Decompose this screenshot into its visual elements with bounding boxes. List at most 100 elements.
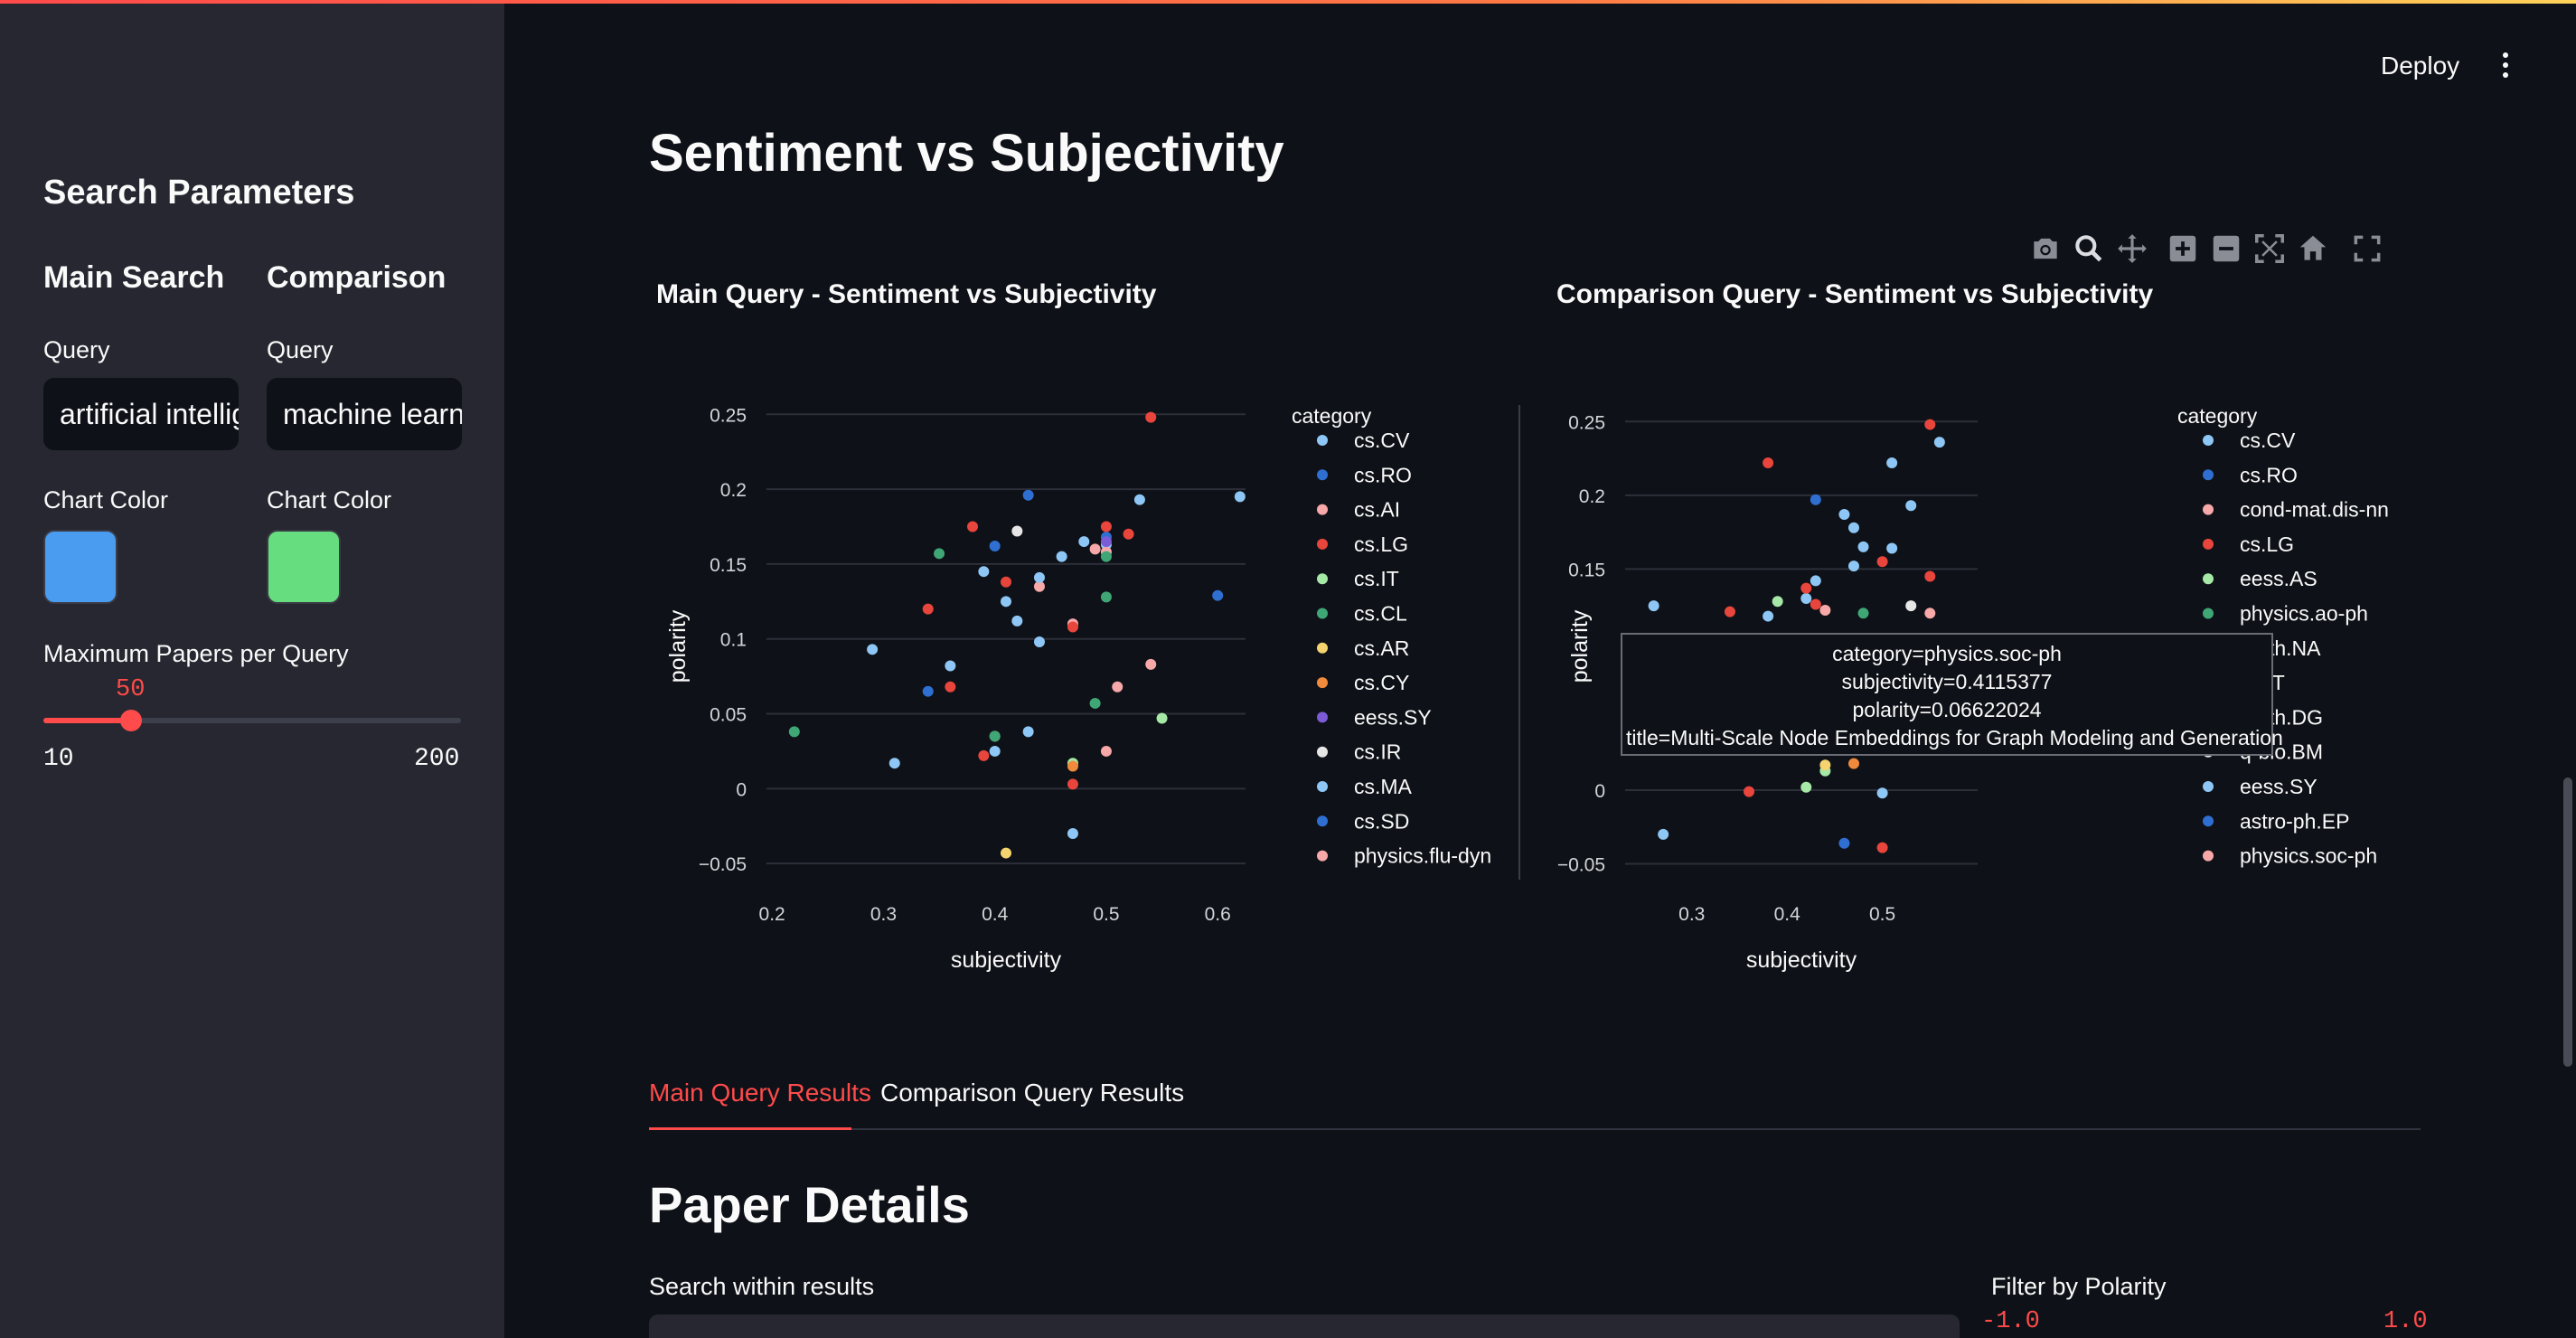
data-point bbox=[1123, 528, 1134, 540]
legend-marker bbox=[2203, 469, 2214, 481]
legend-label: eess.AS bbox=[2240, 567, 2317, 590]
reset-axes-icon[interactable] bbox=[2296, 231, 2330, 266]
legend-marker bbox=[2203, 850, 2214, 862]
data-point bbox=[1810, 598, 1821, 610]
scrollbar[interactable] bbox=[2563, 777, 2572, 1067]
legend-label: cs.CY bbox=[1354, 671, 1409, 694]
data-point bbox=[1022, 489, 1034, 501]
data-point bbox=[922, 603, 934, 615]
legend-marker bbox=[2203, 608, 2214, 619]
data-point bbox=[978, 566, 990, 578]
x-tick-label: 0.4 bbox=[982, 904, 1009, 925]
data-point bbox=[1033, 636, 1045, 648]
data-point bbox=[1100, 551, 1112, 562]
data-point bbox=[1876, 556, 1888, 568]
deploy-button[interactable]: Deploy bbox=[2381, 52, 2460, 80]
slider-fill bbox=[43, 718, 132, 723]
main-query-input[interactable]: artificial intelligence bbox=[43, 378, 239, 450]
comparison-color-picker[interactable] bbox=[267, 530, 341, 604]
data-point bbox=[1100, 745, 1112, 757]
data-point bbox=[1857, 541, 1869, 552]
y-tick-label: 0.2 bbox=[720, 480, 747, 501]
kebab-menu-icon[interactable] bbox=[2502, 52, 2509, 78]
polarity-min-value: -1.0 bbox=[1981, 1308, 2040, 1335]
legend-marker bbox=[1317, 608, 1328, 619]
filter-polarity-label: Filter by Polarity bbox=[1991, 1273, 2167, 1300]
data-point bbox=[945, 681, 956, 693]
legend-marker bbox=[1317, 469, 1328, 481]
data-point bbox=[1810, 575, 1821, 587]
y-axis-label: polarity bbox=[665, 609, 691, 683]
legend-marker bbox=[1317, 573, 1328, 585]
slider-track[interactable] bbox=[43, 710, 461, 731]
legend-marker bbox=[2203, 573, 2214, 585]
y-tick-label: 0 bbox=[736, 779, 747, 800]
data-point bbox=[1022, 726, 1034, 738]
data-point bbox=[989, 745, 1001, 757]
tooltip-line: polarity=0.06622024 bbox=[1852, 698, 2042, 721]
x-tick-label: 0.5 bbox=[1093, 904, 1119, 925]
data-point bbox=[1763, 457, 1774, 468]
top-progress-bar bbox=[0, 0, 2576, 4]
fullscreen-icon[interactable] bbox=[2350, 231, 2384, 266]
legend-label: physics.ao-ph bbox=[2240, 602, 2368, 626]
legend-title: category bbox=[1292, 404, 1372, 428]
autoscale-icon[interactable] bbox=[2252, 231, 2287, 266]
main-query-label: Query bbox=[43, 336, 110, 363]
slider-min: 10 bbox=[43, 745, 74, 773]
tooltip-line: subjectivity=0.4115377 bbox=[1841, 670, 2053, 693]
data-point bbox=[1924, 608, 1936, 619]
data-point bbox=[989, 730, 1001, 742]
comparison-query-input[interactable]: machine learning bbox=[267, 378, 462, 450]
data-point bbox=[1876, 787, 1888, 799]
data-point bbox=[934, 548, 945, 560]
zoom-out-icon[interactable] bbox=[2209, 231, 2243, 266]
data-point bbox=[1001, 576, 1011, 588]
pan-icon[interactable] bbox=[2115, 231, 2149, 266]
slider-thumb[interactable] bbox=[120, 710, 143, 731]
zoom-in-icon[interactable] bbox=[2166, 231, 2200, 266]
data-point bbox=[1876, 842, 1888, 853]
charts-area[interactable]: Main Query - Sentiment vs Subjectivity 0.… bbox=[504, 262, 2576, 985]
legend-label: cs.LG bbox=[2240, 532, 2294, 556]
camera-icon[interactable] bbox=[2028, 231, 2063, 266]
x-axis-label: subjectivity bbox=[1746, 947, 1857, 973]
legend-title: category bbox=[2177, 404, 2258, 428]
data-point bbox=[1100, 521, 1112, 532]
data-point bbox=[1847, 522, 1859, 533]
legend-label: cs.IR bbox=[1354, 740, 1401, 764]
tab-comparison-query-results[interactable]: Comparison Query Results bbox=[880, 1079, 1185, 1107]
y-tick-label: −0.05 bbox=[1557, 855, 1605, 876]
data-point bbox=[1838, 509, 1850, 521]
legend-marker bbox=[2203, 435, 2214, 446]
legend-marker bbox=[1317, 538, 1328, 550]
legend-label: cs.AR bbox=[1354, 636, 1409, 660]
data-point bbox=[1100, 536, 1112, 548]
x-tick-label: 0.2 bbox=[759, 904, 785, 925]
legend-marker bbox=[2203, 504, 2214, 515]
data-point bbox=[1772, 596, 1783, 608]
tooltip-line: category=physics.soc-ph bbox=[1832, 642, 2062, 665]
legend-label: eess.SY bbox=[2240, 775, 2317, 798]
search-within-input[interactable] bbox=[649, 1314, 1960, 1338]
data-point bbox=[1886, 542, 1898, 554]
legend-label: cs.IT bbox=[1354, 567, 1399, 590]
y-tick-label: 0.15 bbox=[710, 555, 747, 576]
data-point bbox=[989, 541, 1001, 552]
slider-value: 50 bbox=[116, 676, 146, 703]
data-point bbox=[1819, 759, 1831, 771]
legend-marker bbox=[1317, 850, 1328, 862]
data-point bbox=[1001, 847, 1011, 859]
legend-label: cs.CV bbox=[1354, 429, 1410, 452]
tab-main-query-results[interactable]: Main Query Results bbox=[649, 1079, 871, 1107]
zoom-icon[interactable] bbox=[2072, 231, 2106, 266]
legend-marker bbox=[2203, 538, 2214, 550]
max-papers-label: Maximum Papers per Query bbox=[43, 640, 349, 667]
legend-label: astro-ph.EP bbox=[2240, 809, 2349, 833]
y-tick-label: −0.05 bbox=[699, 854, 747, 875]
main-content: Deploy Sentiment vs Subjectivity Main Qu… bbox=[504, 0, 2576, 1338]
data-point bbox=[967, 521, 979, 532]
main-color-picker[interactable] bbox=[43, 530, 118, 604]
data-point bbox=[1056, 551, 1067, 562]
legend-label: eess.SY bbox=[1354, 705, 1432, 729]
